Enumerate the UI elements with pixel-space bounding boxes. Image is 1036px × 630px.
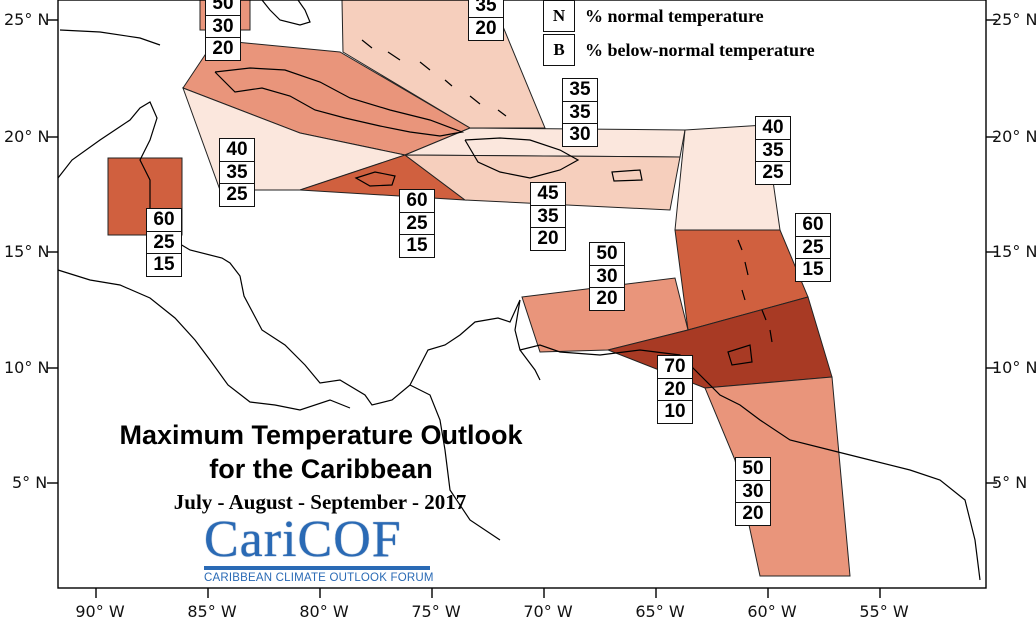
lat-label-5n: 5° N	[12, 473, 48, 492]
prob-normal: 35	[468, 0, 504, 18]
prob-above: 50	[589, 242, 625, 266]
prob-box-abc: 50 30 20	[589, 242, 625, 311]
gulf-coast	[59, 29, 161, 46]
prob-normal: 35	[562, 100, 598, 125]
trinidad-island	[727, 344, 753, 366]
prob-normal: 25	[795, 235, 831, 260]
prob-normal: 20	[657, 377, 693, 402]
prob-above: 50	[735, 457, 771, 481]
prob-below: 20	[205, 37, 241, 61]
prob-normal: 30	[735, 479, 771, 504]
lesser-antilles	[737, 239, 773, 343]
prob-below: 15	[795, 258, 831, 282]
lon-label-65w: 65° W	[635, 602, 685, 621]
jamaica-island	[354, 171, 396, 187]
central-america-coast	[57, 101, 521, 406]
lat-label-20n: 20° N	[4, 127, 50, 146]
lat-label-15n: 15° N	[4, 242, 50, 261]
lat-label-25n: 25° N	[4, 10, 50, 29]
zone-guianas	[704, 376, 851, 577]
logo-tagline: CARIBBEAN CLIMATE OUTLOOK FORUM	[204, 572, 434, 584]
lat-label-10n: 10° N	[4, 358, 50, 377]
lon-label-60w: 60° W	[747, 602, 797, 621]
lat-label-15n-right: 15° N	[992, 242, 1036, 261]
coastlines	[57, 0, 981, 581]
lat-label-25n-right: 25° N	[992, 10, 1036, 29]
prob-above: 40	[219, 138, 255, 162]
prob-below: 15	[146, 253, 182, 277]
legend-text-below: % below-normal temperature	[585, 39, 815, 60]
prob-box-windwards: 70 20 10	[657, 355, 693, 424]
caricof-logo: CariCOF CARIBBEAN CLIMATE OUTLOOK FORUM	[204, 511, 434, 584]
prob-above: 60	[795, 213, 831, 237]
prob-below: 25	[219, 183, 255, 207]
prob-below: 10	[657, 400, 693, 424]
lon-label-55w: 55° W	[859, 602, 909, 621]
south-america-coast	[409, 299, 981, 581]
map-frame	[47, 0, 997, 598]
cuba-island	[214, 67, 465, 137]
logo-divider	[204, 566, 430, 570]
prob-above: 45	[530, 182, 566, 206]
prob-box-jamaica: 60 25 15	[399, 189, 435, 258]
prob-below: 20	[589, 287, 625, 311]
prob-above: 35	[562, 78, 598, 102]
prob-below: 20	[735, 502, 771, 526]
prob-below: 25	[755, 161, 791, 185]
prob-above: 70	[657, 355, 693, 379]
puerto-rico-island	[611, 169, 643, 182]
prob-below: 20	[468, 16, 504, 41]
lat-label-5n-right: 5° N	[992, 473, 1028, 492]
prob-box-belize: 60 25 15	[146, 208, 182, 277]
lon-label-90w: 90° W	[75, 602, 125, 621]
prob-below: 20	[530, 227, 566, 251]
prob-above: 60	[399, 189, 435, 213]
map-title-line2: for the Caribbean	[209, 454, 433, 484]
bahamas-islands	[361, 39, 507, 117]
prob-box-bahamas-west: 50 30 20	[205, 0, 241, 61]
legend-normal: N % normal temperature	[543, 0, 764, 32]
logo-name: CariCOF	[204, 511, 402, 568]
florida	[261, 0, 311, 26]
prob-box-turks-caicos: 35 35 30	[562, 78, 598, 147]
legend-below: B % below-normal temperature	[543, 34, 815, 66]
prob-box-northern-leewards: 40 35 25	[755, 116, 791, 185]
map-subtitle: July - August - September - 2017	[173, 490, 467, 514]
prob-normal: 35	[219, 160, 255, 185]
pacific-coast	[57, 269, 351, 411]
lat-label-10n-right: 10° N	[992, 358, 1036, 377]
prob-below: 30	[562, 123, 598, 147]
lon-label-85w: 85° W	[187, 602, 237, 621]
lon-label-80w: 80° W	[299, 602, 349, 621]
prob-above: 40	[755, 116, 791, 140]
prob-box-guianas: 50 30 20	[735, 457, 771, 526]
prob-normal: 30	[205, 14, 241, 39]
legend-key-below: B	[543, 34, 575, 66]
prob-box-southern-leewards: 60 25 15	[795, 213, 831, 282]
map-title: Maximum Temperature Outlook for the Cari…	[96, 418, 546, 486]
prob-below: 15	[399, 234, 435, 258]
prob-normal: 35	[755, 138, 791, 163]
lon-label-75w: 75° W	[411, 602, 461, 621]
legend-text-normal: % normal temperature	[585, 5, 764, 26]
prob-box-bahamas-east: 35 20	[468, 0, 504, 41]
prob-box-western-caribbean: 40 35 25	[219, 138, 255, 207]
prob-normal: 25	[146, 230, 182, 255]
outlook-zones	[107, 0, 851, 577]
lon-label-70w: 70° W	[523, 602, 573, 621]
prob-box-hispaniola: 45 35 20	[530, 182, 566, 251]
hispaniola-island	[464, 137, 580, 179]
legend-key-normal: N	[543, 0, 575, 32]
lat-label-20n-right: 20° N	[992, 127, 1036, 146]
prob-normal: 30	[589, 264, 625, 289]
map-title-line1: Maximum Temperature Outlook	[119, 420, 523, 450]
prob-above: 60	[146, 208, 182, 232]
prob-normal: 25	[399, 211, 435, 236]
prob-normal: 35	[530, 204, 566, 229]
